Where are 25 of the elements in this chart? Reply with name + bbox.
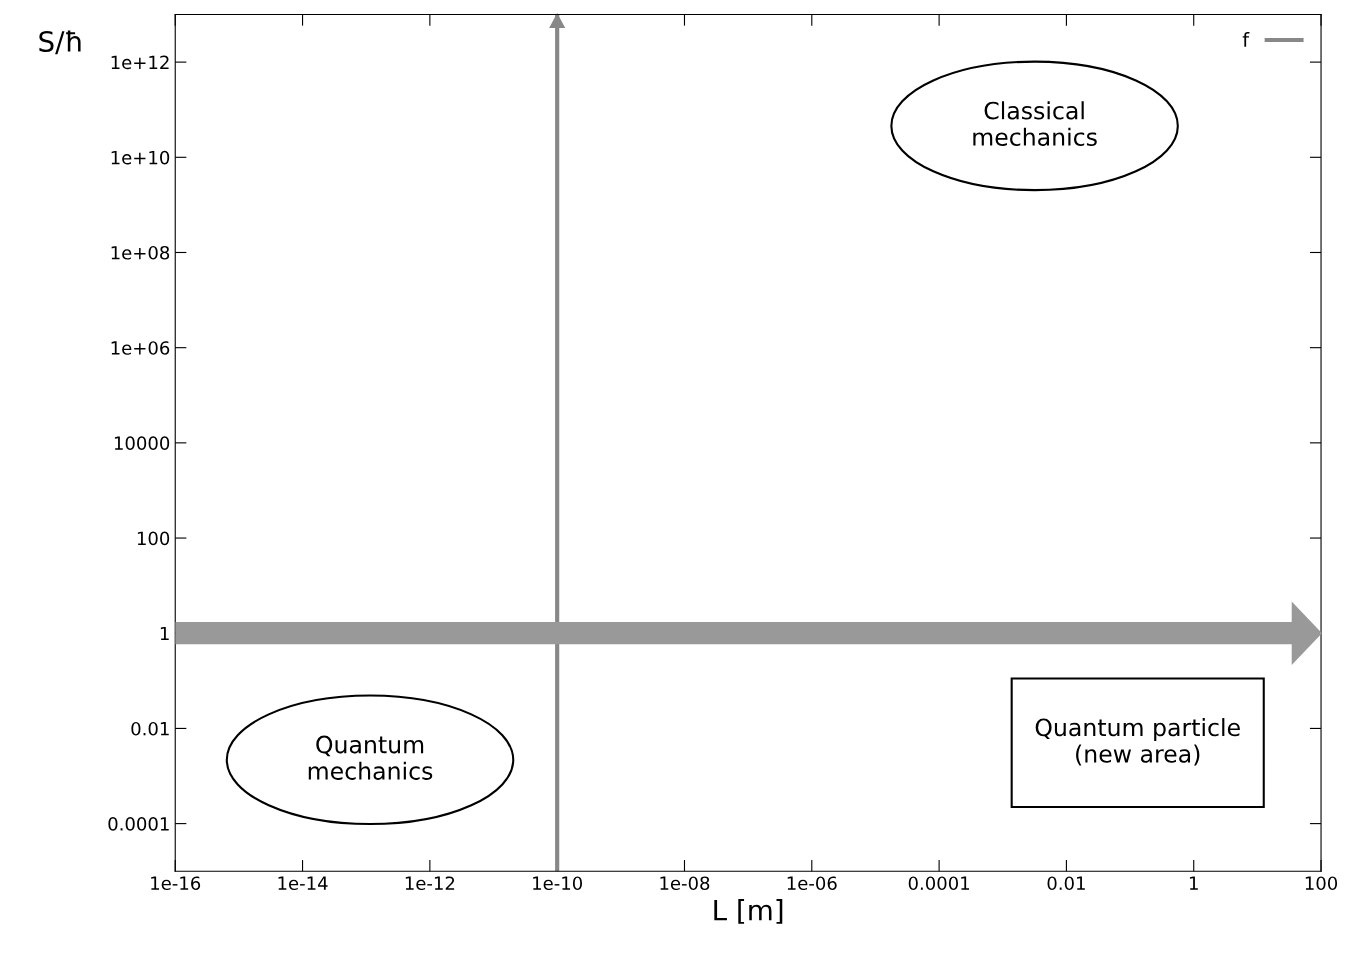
x-tick-label: 1e-06 <box>787 876 837 891</box>
x-tick-label: 1e-16 <box>151 876 201 891</box>
y-tick-label: 0.0001 <box>108 817 169 831</box>
x-tick-label: 0.01 <box>1047 876 1085 891</box>
x-tick-label: 1e-12 <box>405 876 455 891</box>
x-tick-label: 100 <box>1305 876 1338 891</box>
y-tick-label: 1e+08 <box>111 245 170 260</box>
y-axis-title: S/ħ <box>39 30 81 55</box>
y-tick-label: 100 <box>137 531 170 546</box>
y-tick-label: 10000 <box>114 436 170 450</box>
x-tick-label: 0.0001 <box>908 876 970 891</box>
x-tick-label: 1e-08 <box>660 876 710 891</box>
annotation: Quantum mechanics <box>308 735 433 780</box>
y-tick-label: 1e+10 <box>111 150 170 165</box>
x-tick-label: 1 <box>1189 876 1198 890</box>
legend-label: f <box>1242 32 1250 47</box>
annotation: Quantum particle (new area) <box>1035 718 1240 766</box>
annotation: Classical mechanics <box>973 101 1097 146</box>
x-axis-title: L [m] <box>714 899 783 924</box>
y-tick-label: 0.01 <box>131 721 169 736</box>
y-tick-label: 1e+06 <box>111 341 170 355</box>
y-tick-label: 1 <box>160 626 169 641</box>
x-tick-label: 1e-10 <box>533 876 583 891</box>
x-tick-label: 1e-14 <box>278 876 328 891</box>
y-tick-label: 1e+12 <box>111 55 169 70</box>
